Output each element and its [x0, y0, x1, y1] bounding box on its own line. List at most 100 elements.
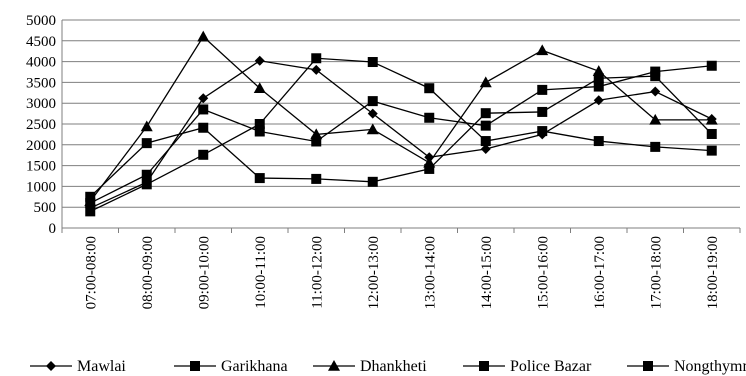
data-point-nongthymmai [141, 179, 152, 190]
data-point-nongthymmai [480, 136, 491, 147]
data-point-nongthymmai [254, 119, 265, 129]
data-point-nongthymmai [537, 126, 548, 137]
data-point-dhankheti [197, 30, 210, 42]
data-point-police-bazar [593, 73, 604, 84]
series-police-bazar [85, 71, 717, 202]
data-point-garikhana [480, 120, 491, 131]
data-point-police-bazar [706, 128, 717, 139]
series-line-dhankheti [89, 35, 712, 202]
data-point-dhankheti [140, 120, 153, 132]
x-tick-label: 09:00-10:00 [196, 236, 212, 309]
data-point-garikhana [593, 81, 604, 92]
legend-item-nongthymmai: Nongthymmai [627, 358, 746, 375]
legend-marker-dhankheti [328, 360, 340, 371]
data-point-garikhana [311, 136, 322, 147]
y-tick-label: 2500 [26, 117, 56, 133]
series-dhankheti [84, 30, 718, 207]
data-point-police-bazar [198, 122, 209, 133]
data-point-mawlai [311, 64, 322, 75]
x-tick-label: 17:00-18:00 [648, 236, 664, 309]
data-point-garikhana [141, 169, 152, 180]
data-point-dhankheti [479, 76, 492, 88]
data-point-dhankheti [310, 128, 323, 140]
data-point-garikhana [254, 126, 265, 137]
data-point-garikhana [706, 60, 717, 71]
x-tick-label: 16:00-17:00 [592, 236, 608, 309]
data-point-nongthymmai [424, 83, 435, 94]
legend-label-dhankheti: Dhankheti [360, 358, 427, 375]
data-point-police-bazar [141, 138, 152, 149]
legend-marker-mawlai [46, 361, 56, 371]
y-tick-label: 5000 [26, 13, 56, 29]
x-tick-label: 13:00-14:00 [422, 236, 438, 309]
gridlines [62, 19, 740, 229]
legend-item-police-bazar: Police Bazar [463, 358, 592, 375]
series-line-police-bazar [89, 75, 713, 198]
y-tick-label: 4000 [26, 55, 56, 71]
data-point-garikhana [367, 96, 378, 107]
data-point-garikhana [537, 84, 548, 95]
data-point-nongthymmai [311, 53, 322, 64]
x-tick-label: 11:00-12:00 [309, 236, 325, 309]
x-tick-label: 10:00-11:00 [253, 236, 269, 309]
data-point-police-bazar [424, 163, 435, 174]
data-point-dhankheti [366, 123, 379, 135]
legend-marker-nongthymmai [643, 361, 653, 371]
x-tick-label: 14:00-15:00 [479, 236, 495, 309]
data-point-mawlai [198, 93, 209, 104]
series-lines [84, 30, 718, 217]
legend: Mawlai Garikhana Dhankheti Police Bazar Nong… [30, 358, 746, 375]
data-point-mawlai [593, 95, 604, 106]
legend-marker-police-bazar [479, 361, 489, 371]
data-point-nongthymmai [593, 136, 604, 147]
data-point-dhankheti [649, 113, 662, 125]
legend-marker-garikhana [190, 361, 200, 371]
data-point-mawlai [367, 108, 378, 119]
axes: 0 500 1000 1500 2000 2500 3000 3500 4000 4500 5000… [26, 13, 741, 309]
x-tick-label: 12:00-13:00 [366, 236, 382, 309]
data-point-garikhana [424, 112, 435, 123]
data-point-dhankheti [536, 44, 549, 56]
legend-item-mawlai: Mawlai [30, 358, 126, 375]
x-tick-label: 15:00-16:00 [535, 236, 551, 309]
y-tick-label: 500 [34, 200, 57, 216]
x-tick-label: 08:00-09:00 [140, 236, 156, 309]
y-tick-label: 1500 [26, 159, 56, 175]
data-point-dhankheti [253, 82, 266, 94]
y-tick-label: 3000 [26, 96, 56, 112]
data-point-garikhana [198, 104, 209, 115]
x-tick-label: 18:00-19:00 [705, 236, 721, 309]
y-tick-label: 0 [49, 221, 57, 237]
data-point-nongthymmai [367, 57, 378, 68]
data-point-police-bazar [311, 173, 322, 184]
y-tick-label: 4500 [26, 34, 56, 50]
y-tick-label: 1000 [26, 179, 56, 195]
legend-label-nongthymmai: Nongthymmai [674, 358, 746, 375]
series-line-nongthymmai [89, 57, 712, 212]
data-point-mawlai [480, 143, 491, 154]
x-tick-label: 07:00-08:00 [83, 236, 99, 309]
series-line-mawlai [89, 60, 713, 209]
legend-label-garikhana: Garikhana [221, 358, 288, 375]
data-point-police-bazar [537, 106, 548, 117]
legend-label-mawlai: Mawlai [77, 358, 126, 375]
legend-item-garikhana: Garikhana [174, 358, 288, 375]
data-point-police-bazar [480, 108, 491, 119]
series-line-garikhana [89, 65, 712, 204]
y-tick-label: 3500 [26, 75, 56, 91]
data-point-mawlai [254, 55, 265, 66]
y-tick-label: 2000 [26, 138, 56, 154]
legend-item-dhankheti: Dhankheti [313, 358, 427, 375]
data-point-police-bazar [367, 176, 378, 187]
series-nongthymmai [85, 53, 717, 217]
data-point-dhankheti [705, 113, 718, 125]
legend-label-police-bazar: Police Bazar [510, 358, 592, 375]
data-point-police-bazar [85, 191, 96, 202]
data-point-mawlai [650, 86, 661, 97]
data-point-nongthymmai [198, 149, 209, 160]
data-point-nongthymmai [706, 145, 717, 156]
data-point-police-bazar [650, 71, 661, 82]
data-point-nongthymmai [85, 206, 96, 217]
